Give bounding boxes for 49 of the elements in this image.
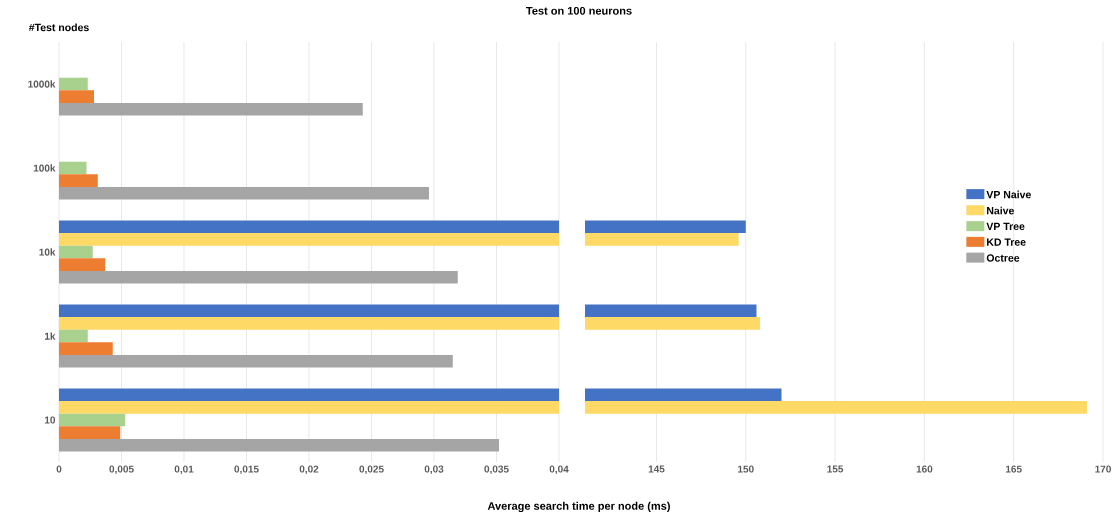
x-tick-label: 155 [827, 465, 844, 473]
x-tick-label: 0,025 [359, 465, 384, 475]
x-tick-label: 0,015 [234, 465, 259, 475]
x-tick-label: 0,035 [484, 465, 509, 475]
bar [59, 90, 94, 103]
bar [59, 174, 98, 187]
x-tick-label: 145 [648, 465, 665, 473]
chart-title: Test on 100 neurons [526, 6, 632, 15]
y-tick-label: 1000k [28, 80, 56, 88]
bar [59, 426, 121, 439]
legend-label: Naive [987, 206, 1014, 215]
x-tick-label: 0 [56, 465, 62, 473]
bar [59, 354, 453, 368]
x-tick-label: 170 [1095, 465, 1111, 473]
bar [59, 186, 430, 200]
bar [59, 401, 560, 414]
x-tick-label: 0,01 [174, 465, 194, 475]
x-tick-label: 0,03 [424, 465, 444, 475]
y-tick-label: 1k [44, 332, 56, 340]
bar [59, 413, 126, 427]
bar [59, 342, 113, 355]
x-axis-title: Average search time per node (ms) [487, 501, 670, 513]
bar [59, 245, 93, 259]
x-tick-label: 0,02 [299, 465, 319, 475]
y-tick-label: 10k [39, 248, 56, 256]
bar [59, 304, 560, 318]
x-tick-label: 150 [738, 465, 754, 473]
bar [59, 438, 500, 452]
legend-label: Octree [986, 254, 1020, 262]
bar [59, 220, 560, 234]
bar [59, 388, 560, 402]
bar [59, 270, 458, 284]
bar [59, 102, 363, 116]
bar [59, 329, 88, 343]
bar [59, 258, 106, 271]
bar [59, 161, 87, 175]
bar [59, 233, 560, 246]
y-tick-label: 10 [44, 416, 56, 424]
x-tick-label: 160 [916, 465, 933, 473]
x-tick-label: 165 [1005, 465, 1022, 473]
legend-label: KD Tree [987, 238, 1026, 246]
legend-label: VP Tree [986, 222, 1025, 231]
bar [59, 317, 560, 330]
bar [59, 77, 88, 91]
x-tick-label: 0,005 [109, 465, 134, 475]
legend-label: VP Naive [986, 190, 1031, 199]
x-tick-label: 0,04 [549, 465, 569, 475]
y-axis-title: #Test nodes [28, 23, 89, 32]
y-tick-label: 100k [33, 164, 56, 172]
